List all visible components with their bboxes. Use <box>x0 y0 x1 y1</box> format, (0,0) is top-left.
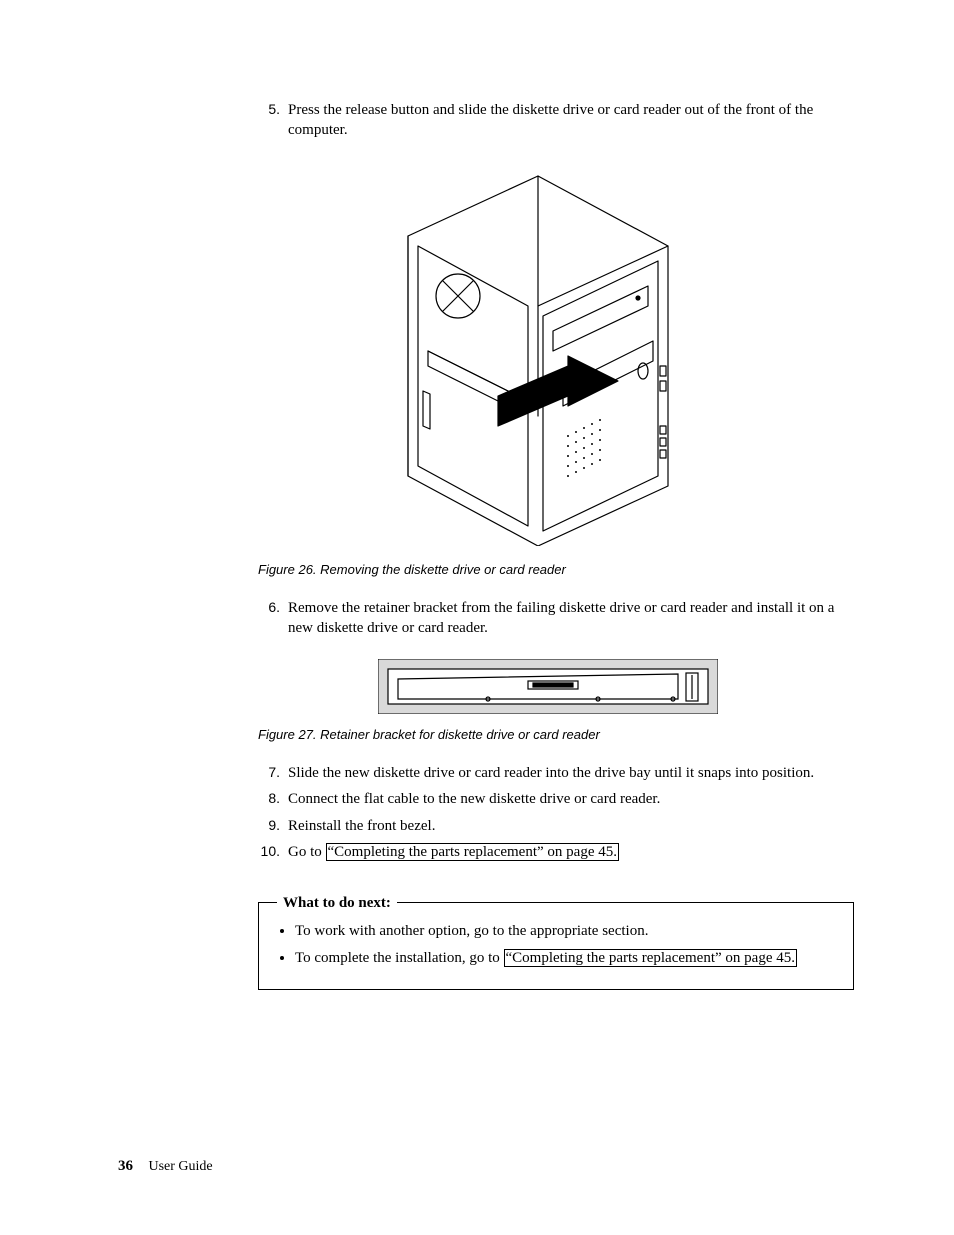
step-10: 10. Go to “Completing the parts replacem… <box>258 842 854 862</box>
step-number: 9. <box>258 816 280 835</box>
step-number: 7. <box>258 763 280 782</box>
step-text: Go to <box>288 844 326 860</box>
step-8: 8. Connect the flat cable to the new dis… <box>258 789 854 809</box>
step-7: 7. Slide the new diskette drive or card … <box>258 763 854 783</box>
page-number: 36 <box>118 1158 133 1174</box>
step-list: 5. Press the release button and slide th… <box>258 100 854 141</box>
content-area: 5. Press the release button and slide th… <box>258 100 854 990</box>
step-number: 8. <box>258 789 280 808</box>
figure-26-caption: Figure 26. Removing the diskette drive o… <box>258 561 854 579</box>
page-footer: 36 User Guide <box>118 1158 213 1175</box>
step-5: 5. Press the release button and slide th… <box>258 100 854 141</box>
next-item-1: To work with another option, go to the a… <box>295 921 835 942</box>
step-text: Reinstall the front bezel. <box>288 818 435 834</box>
step-6: 6. Remove the retainer bracket from the … <box>258 598 854 639</box>
step-9: 9. Reinstall the front bezel. <box>258 816 854 836</box>
figure-27-caption: Figure 27. Retainer bracket for diskette… <box>258 726 854 744</box>
xref-link[interactable]: “Completing the parts replacement” on pa… <box>326 843 619 861</box>
next-box-legend: What to do next: <box>277 893 397 913</box>
next-item-text: To complete the installation, go to <box>295 950 504 966</box>
step-text: Remove the retainer bracket from the fai… <box>288 600 834 636</box>
figure-26 <box>368 166 698 546</box>
step-list-2: 6. Remove the retainer bracket from the … <box>258 598 854 639</box>
step-text: Slide the new diskette drive or card rea… <box>288 765 814 781</box>
step-text: Connect the flat cable to the new disket… <box>288 791 660 807</box>
next-box-list: To work with another option, go to the a… <box>277 921 835 969</box>
xref-link[interactable]: “Completing the parts replacement” on pa… <box>504 949 797 967</box>
what-to-do-next-box: What to do next: To work with another op… <box>258 902 854 990</box>
page: 5. Press the release button and slide th… <box>0 0 954 1235</box>
next-item-text: To work with another option, go to the a… <box>295 923 648 939</box>
step-list-3: 7. Slide the new diskette drive or card … <box>258 763 854 862</box>
figure-27 <box>378 659 718 714</box>
step-number: 10. <box>258 842 280 861</box>
step-text: Press the release button and slide the d… <box>288 102 813 138</box>
step-number: 5. <box>258 100 280 119</box>
footer-title: User Guide <box>149 1159 213 1174</box>
next-item-2: To complete the installation, go to “Com… <box>295 948 835 969</box>
step-number: 6. <box>258 598 280 617</box>
